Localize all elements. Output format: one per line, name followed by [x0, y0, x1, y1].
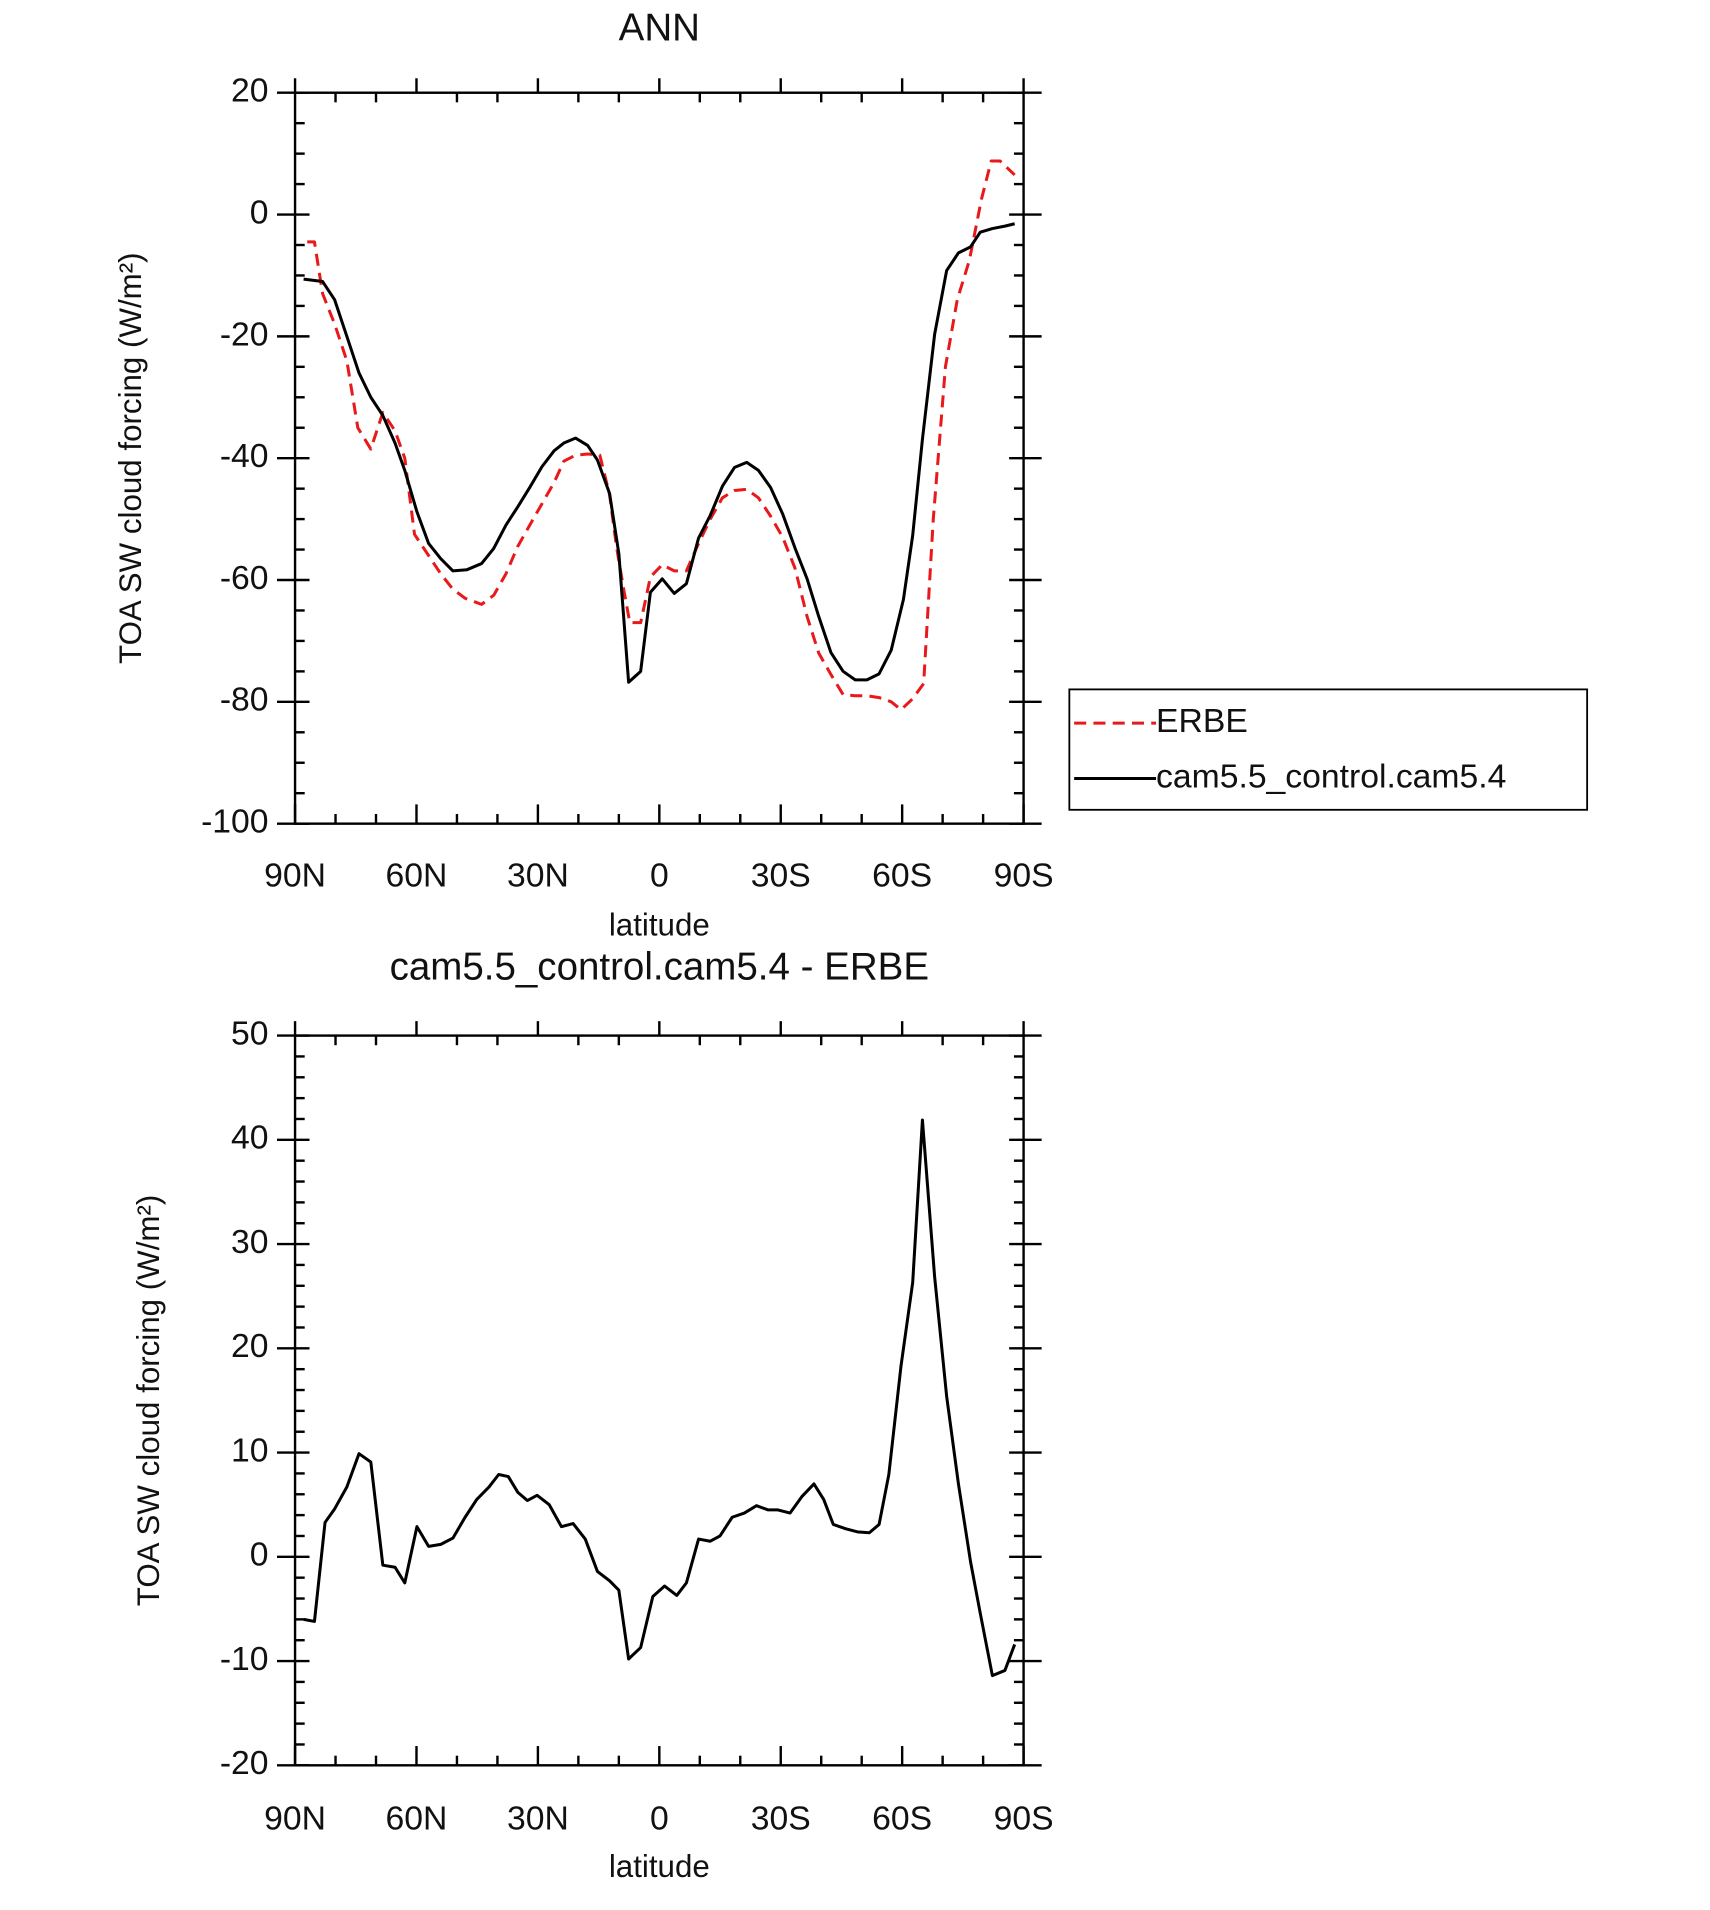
y-tick-label: 50	[231, 1014, 269, 1052]
y-tick-label: 20	[231, 1327, 269, 1365]
y-axis-label: TOA SW cloud forcing (W/m²)	[113, 252, 148, 664]
legend-box	[1068, 688, 1589, 811]
y-tick-label: -80	[220, 681, 269, 719]
x-tick-label: 60N	[386, 1800, 448, 1838]
y-tick-label: -20	[220, 1744, 269, 1782]
y-tick-label: 40	[231, 1119, 269, 1157]
y-tick-label: -40	[220, 437, 269, 475]
y-tick-label: -10	[220, 1640, 269, 1678]
plot-frame	[293, 91, 1025, 825]
y-axis-label: TOA SW cloud forcing (W/m²)	[131, 1195, 166, 1607]
x-tick-label: 90N	[264, 1800, 326, 1838]
y-tick-label: -20	[220, 315, 269, 353]
x-tick-label: 30S	[751, 857, 811, 895]
data-line	[307, 159, 1016, 712]
data-line	[303, 222, 1016, 684]
chart-title: cam5.5_control.cam5.4 - ERBE	[390, 946, 929, 989]
x-tick-label: 90S	[994, 857, 1054, 895]
x-tick-label: 0	[650, 857, 669, 895]
x-tick-label: 90N	[264, 857, 326, 895]
y-tick-label: -60	[220, 559, 269, 597]
y-tick-label: 20	[231, 72, 269, 110]
x-tick-label: 0	[650, 1800, 669, 1838]
y-tick-label: 0	[250, 193, 269, 231]
legend-label: ERBE	[1156, 702, 1248, 740]
x-tick-label: 90S	[994, 1800, 1054, 1838]
x-tick-label: 60S	[872, 857, 932, 895]
x-tick-label: 30N	[507, 857, 569, 895]
x-axis-label: latitude	[609, 907, 710, 942]
y-tick-label: 30	[231, 1223, 269, 1261]
legend-label: cam5.5_control.cam5.4	[1156, 757, 1506, 795]
x-tick-label: 30S	[751, 1800, 811, 1838]
x-tick-label: 60N	[386, 857, 448, 895]
x-axis-label: latitude	[609, 1849, 710, 1884]
x-tick-label: 60S	[872, 1800, 932, 1838]
chart-title: ANN	[619, 6, 700, 49]
plot-frame	[293, 1034, 1025, 1767]
y-tick-label: -100	[201, 803, 268, 841]
y-tick-label: 0	[250, 1536, 269, 1574]
data-line	[303, 1118, 1017, 1678]
y-tick-label: 10	[231, 1431, 269, 1469]
x-tick-label: 30N	[507, 1800, 569, 1838]
